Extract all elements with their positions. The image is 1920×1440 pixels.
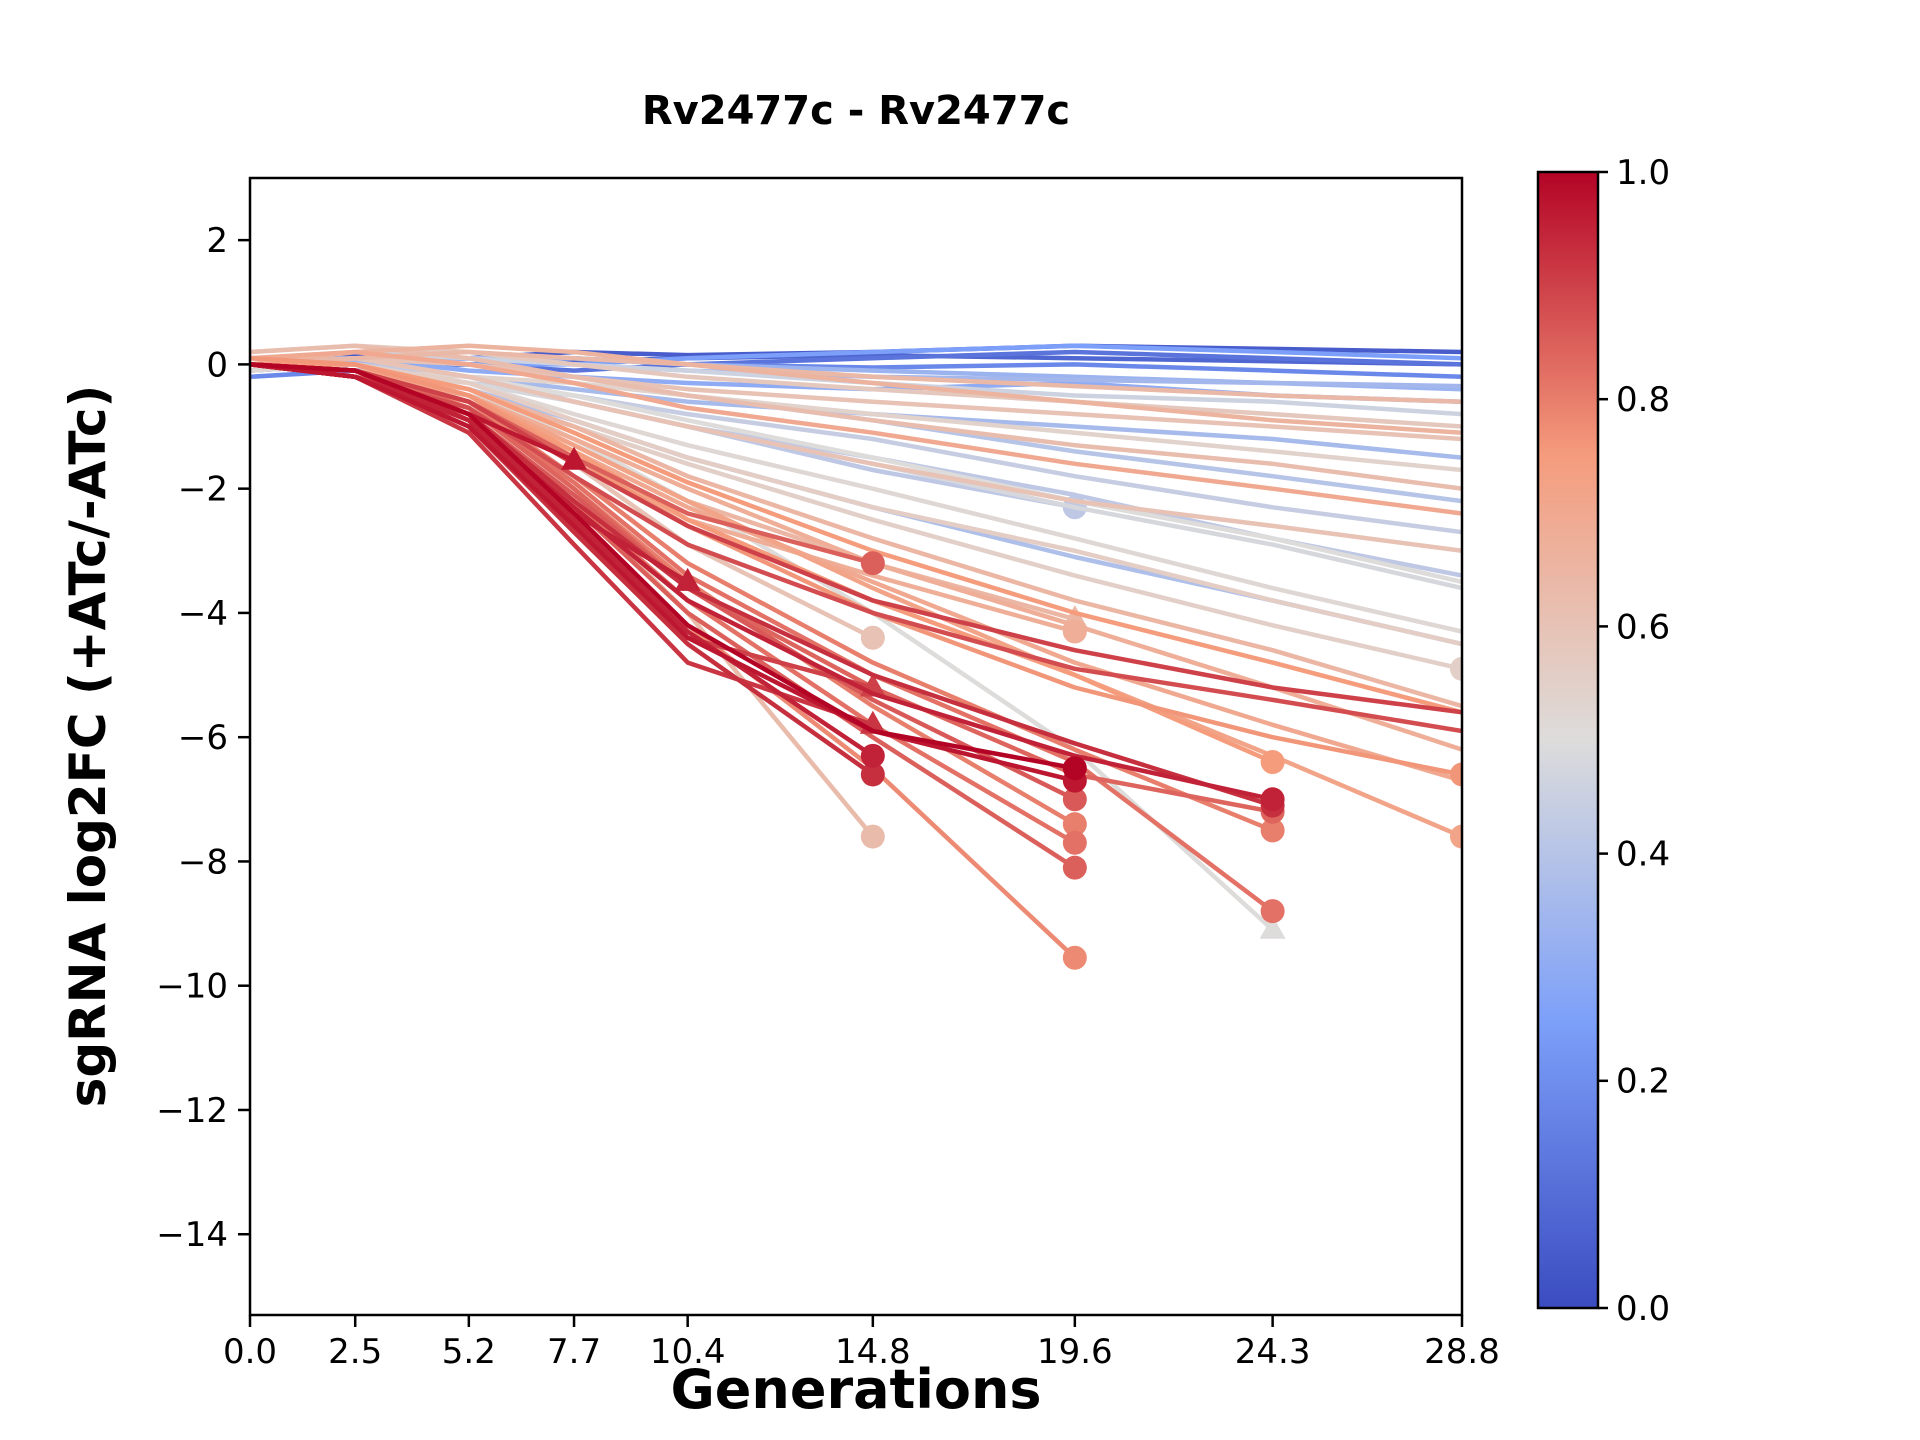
series-end-marker-circle [860,762,885,787]
series-end-marker-circle [860,824,885,849]
series-line [250,362,1462,715]
colorbar-border [1536,170,1600,1310]
colorbar-tick-label: 0.0 [1616,1289,1670,1329]
y-tick-label: −8 [178,842,228,882]
series-end-marker-circle [1062,756,1087,781]
series-end-marker-circle [860,625,885,650]
series-end-marker-circle [1062,812,1087,837]
x-tick-label: 14.8 [835,1332,911,1372]
y-tick-label: −2 [178,470,228,510]
colorbar-tick-label: 1.0 [1616,153,1670,193]
x-axis-label: Generations [670,1358,1042,1421]
series-end-marker-circle [860,551,885,576]
x-tick-label: 10.4 [650,1332,726,1372]
colorbar [1538,172,1598,1308]
series-end-marker-circle [1062,945,1087,970]
series-end-marker-circle [1062,855,1087,880]
y-tick-label: 0 [206,345,228,385]
x-tick-label: 0.0 [223,1332,277,1372]
y-tick-label: −10 [156,967,228,1007]
series-end-marker-circle [1260,787,1285,812]
x-tick-label: 24.3 [1235,1332,1311,1372]
series-group [250,343,1462,970]
chart-title: Rv2477c - Rv2477c [641,88,1071,134]
colorbar-tick-label: 0.6 [1616,607,1670,647]
x-tick-label: 2.5 [328,1332,382,1372]
y-tick-label: −4 [178,594,228,634]
series-end-marker-circle [1062,830,1087,855]
y-tick-label: −6 [178,718,228,758]
x-tick-label: 5.2 [442,1332,496,1372]
colorbar-tick-label: 0.2 [1616,1062,1670,1102]
series-end-marker-triangle [1259,915,1286,939]
series-line [250,362,1078,771]
y-tick-label: 2 [206,221,228,261]
series-end-marker-circle [1062,787,1087,812]
y-tick-label: −12 [156,1091,228,1131]
plot-border [248,176,1464,1317]
series-line [250,355,1462,442]
series-line [250,349,1462,516]
y-tick-label: −14 [156,1215,228,1255]
series-end-marker-circle [860,743,885,768]
series-end-marker-circle [1260,899,1285,924]
series-end-marker-triangle [561,446,588,470]
y-axis-label: sgRNA log2FC (+ATc/-ATc) [59,384,117,1108]
series-end-marker-circle [1260,750,1285,775]
x-tick-label: 28.8 [1424,1332,1500,1372]
series-end-marker-triangle [674,567,701,591]
series-end-marker-circle [1450,656,1462,681]
series-line [250,355,1462,554]
series-end-marker-circle [1260,818,1285,843]
colorbar-tick-label: 0.8 [1616,380,1670,420]
series-line [250,343,1462,435]
colorbar-tick-label: 0.4 [1616,835,1670,875]
x-tick-label: 19.6 [1037,1332,1113,1372]
x-tick-label: 7.7 [547,1332,601,1372]
series-end-marker-circle [1450,824,1462,849]
series-end-marker-circle [1450,762,1462,787]
